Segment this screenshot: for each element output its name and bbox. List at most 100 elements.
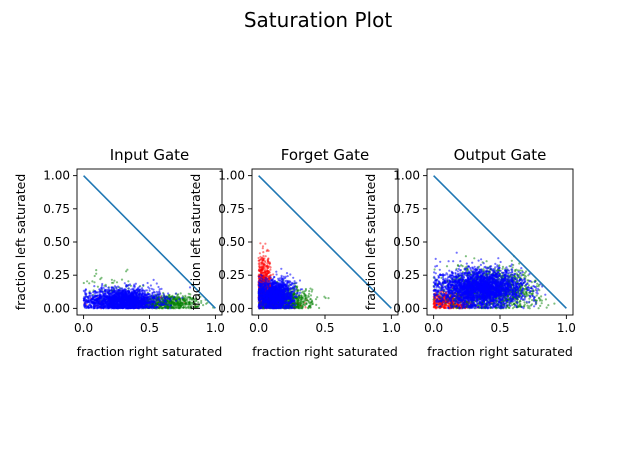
scatter-point xyxy=(97,299,100,302)
scatter-point xyxy=(87,304,90,308)
scatter-point xyxy=(263,269,266,272)
y-tick-label: 0.00 xyxy=(43,301,70,315)
scatter-point xyxy=(132,299,135,302)
scatter-point xyxy=(104,302,107,305)
scatter-point xyxy=(90,306,93,309)
scatter-point xyxy=(150,287,153,290)
scatter-point xyxy=(86,295,89,298)
scatter-point xyxy=(93,281,96,284)
scatter-point xyxy=(131,301,134,304)
scatter-point xyxy=(89,292,92,295)
scatter-point xyxy=(299,302,302,305)
scatter-point xyxy=(97,301,100,304)
scatter-point xyxy=(305,302,308,305)
scatter-point xyxy=(194,302,197,306)
scatter-point xyxy=(311,302,314,306)
scatter-point xyxy=(112,287,115,290)
scatter-point xyxy=(82,289,85,292)
scatter-point xyxy=(117,295,120,298)
scatter-point xyxy=(122,292,125,295)
scatter-point xyxy=(84,306,87,309)
scatter-point xyxy=(115,281,119,284)
scatter-point xyxy=(106,307,109,310)
scatter-point xyxy=(139,299,142,302)
scatter-point xyxy=(196,305,199,308)
scatter-point xyxy=(177,296,181,299)
scatter-point xyxy=(113,279,116,282)
scatter-point xyxy=(187,304,190,307)
scatter-point xyxy=(175,299,178,302)
scatter-point xyxy=(107,304,110,307)
scatter-point xyxy=(168,307,172,310)
scatter-point xyxy=(144,296,147,299)
scatter-point xyxy=(146,297,149,300)
scatter-point xyxy=(309,287,312,290)
scatter-point xyxy=(86,301,89,304)
scatter-point xyxy=(301,297,304,300)
scatter-point xyxy=(105,294,108,297)
scatter-point xyxy=(298,304,301,307)
scatter-point xyxy=(95,272,98,275)
scatter-point xyxy=(195,299,198,302)
scatter-point xyxy=(125,305,128,308)
scatter-point xyxy=(101,282,104,286)
scatter-point xyxy=(308,292,311,295)
scatter-point xyxy=(257,259,260,262)
scatter-point xyxy=(156,292,159,295)
scatter-point xyxy=(140,306,143,309)
scatter-point xyxy=(104,292,107,295)
series-blue xyxy=(82,278,192,310)
scatter-point xyxy=(136,287,140,291)
scatter-point xyxy=(84,293,88,296)
scatter-point xyxy=(296,300,299,303)
scatter-point xyxy=(258,261,261,264)
scatter-point xyxy=(102,299,105,302)
scatter-point xyxy=(265,270,268,273)
scatter-point xyxy=(148,289,151,292)
scatter-point xyxy=(122,298,125,302)
scatter-point xyxy=(309,298,312,301)
scatter-point xyxy=(185,301,188,304)
scatter-point xyxy=(117,299,120,302)
scatter-point xyxy=(83,304,86,307)
scatter-point xyxy=(141,293,144,296)
scatter-point xyxy=(259,276,262,279)
scatter-point xyxy=(107,286,110,289)
figure-suptitle: Saturation Plot xyxy=(244,8,392,32)
scatter-point xyxy=(103,304,106,307)
x-axis-label: fraction right saturated xyxy=(77,344,223,359)
scatter-point xyxy=(267,258,270,261)
scatter-point xyxy=(298,295,301,299)
scatter-point xyxy=(257,256,260,260)
scatter-point xyxy=(82,299,85,302)
scatter-point xyxy=(171,299,174,303)
scatter-point xyxy=(127,287,130,290)
scatter-point xyxy=(318,306,321,310)
scatter-point xyxy=(264,261,267,264)
scatter-point xyxy=(134,295,137,298)
scatter-point xyxy=(310,290,313,293)
scatter-point xyxy=(146,293,149,296)
y-tick-label: 1.00 xyxy=(43,169,70,183)
scatter-point xyxy=(301,307,304,310)
scatter-point xyxy=(106,299,109,302)
scatter-point xyxy=(142,283,145,287)
scatter-point xyxy=(138,303,141,306)
scatter-point xyxy=(94,302,97,305)
scatter-point xyxy=(165,298,168,301)
scatter-point xyxy=(258,270,262,273)
scatter-point xyxy=(133,286,136,289)
scatter-point xyxy=(152,288,155,291)
scatter-point xyxy=(118,289,121,292)
scatter-point xyxy=(197,294,200,297)
scatter-point xyxy=(264,276,267,279)
scatter-point xyxy=(188,286,192,289)
scatter-point xyxy=(190,305,193,308)
scatter-point xyxy=(94,298,97,302)
scatter-point xyxy=(158,288,161,291)
scatter-point xyxy=(151,301,154,304)
scatter-point xyxy=(121,296,124,299)
scatter-point xyxy=(113,301,116,304)
scatter-point xyxy=(151,293,154,296)
